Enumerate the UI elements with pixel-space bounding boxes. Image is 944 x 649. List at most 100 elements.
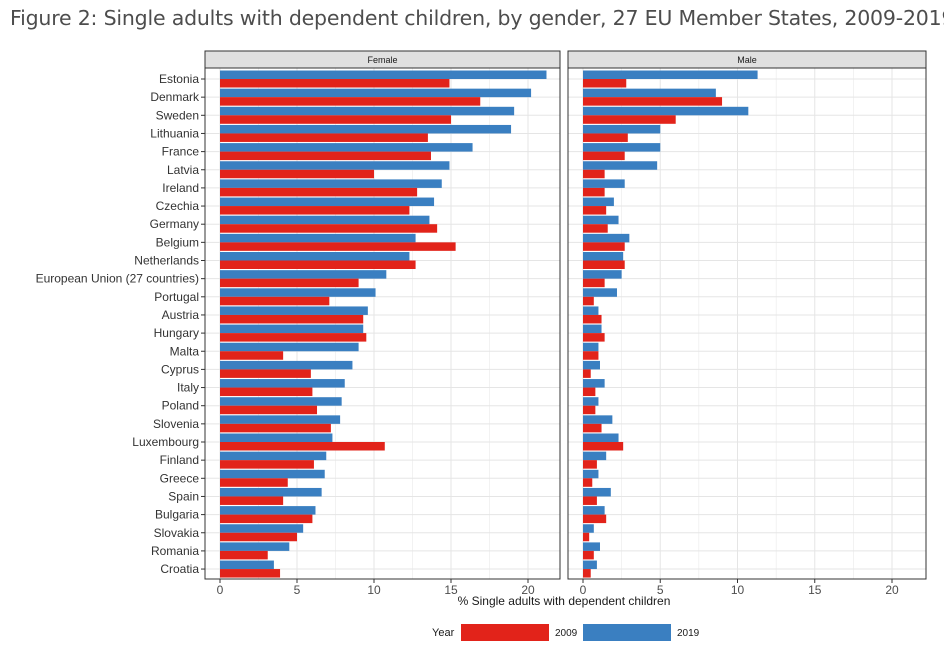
category-label-czechia: Czechia [156,199,200,213]
x-tick-label-male-10: 10 [731,583,745,597]
category-label-hungary: Hungary [154,326,199,340]
bar-2019-female-germany [220,215,430,225]
bar-2009-male-slovenia [583,423,602,433]
bar-2019-male-germany [583,215,619,225]
category-label-bulgaria: Bulgaria [155,508,199,522]
x-tick-label-male-5: 5 [657,583,664,597]
bar-2009-male-latvia [583,169,605,179]
figure-title: Figure 2: Single adults with dependent c… [10,6,944,30]
bar-2009-male-poland [583,405,596,415]
x-tick-label-female-0: 0 [217,583,224,597]
legend-swatch-2009 [461,624,549,641]
panel-border-female [204,67,561,580]
bar-2009-female-netherlands [220,260,416,269]
bar-2019-male-czechia [583,197,614,207]
bar-2009-male-austria [583,314,602,324]
bar-2009-female-hungary [220,333,367,342]
bar-2019-female-malta [220,342,359,352]
bar-2009-male-european-union-27-countries [583,278,605,288]
bar-2019-male-france [583,143,661,152]
bar-2009-male-cyprus [583,369,591,378]
bar-2019-female-croatia [220,560,274,570]
bar-2009-male-bulgaria [583,514,607,524]
category-label-luxembourg: Luxembourg [132,435,199,449]
legend-label-2009: 2009 [555,628,578,639]
category-label-poland: Poland [162,399,199,413]
bar-2019-male-latvia [583,161,658,170]
bar-2009-male-sweden [583,115,676,124]
bar-2019-male-cyprus [583,360,600,370]
x-tick-label-male-15: 15 [808,583,822,597]
x-tick-label-female-10: 10 [367,583,381,597]
category-label-slovenia: Slovenia [153,417,199,431]
bar-2009-male-luxembourg [583,442,624,451]
category-label-cyprus: Cyprus [161,362,199,376]
bar-2009-female-cyprus [220,369,311,378]
bar-2009-male-lithuania [583,133,628,142]
bar-2009-female-malta [220,351,284,360]
bar-2009-male-czechia [583,206,607,215]
bar-2009-female-poland [220,405,318,415]
bar-2019-male-luxembourg [583,433,619,442]
bar-2019-male-portugal [583,288,617,297]
bar-2019-female-hungary [220,324,364,334]
bar-2009-male-romania [583,550,594,560]
bar-2019-male-bulgaria [583,506,605,515]
x-tick-label-female-15: 15 [444,583,458,597]
category-label-malta: Malta [170,344,200,358]
category-label-slovakia: Slovakia [154,526,200,540]
bar-2009-female-italy [220,387,313,397]
category-label-belgium: Belgium [156,235,199,249]
bar-2019-male-italy [583,379,605,388]
bar-2009-female-slovakia [220,532,297,542]
bar-2019-male-croatia [583,560,597,570]
bar-2009-male-germany [583,224,608,233]
bar-2009-male-hungary [583,333,605,342]
bar-2019-female-ireland [220,179,442,188]
bar-2009-female-european-union-27-countries [220,278,359,288]
bar-2019-female-netherlands [220,252,410,261]
bar-2009-female-bulgaria [220,514,313,524]
bar-2009-male-greece [583,478,593,487]
bar-2009-female-sweden [220,115,451,124]
bar-2019-female-finland [220,451,327,461]
bar-2019-male-spain [583,487,611,497]
x-axis-title: % Single adults with dependent children [458,594,671,608]
bar-2019-female-belgium [220,233,416,243]
legend-title: Year [432,627,455,639]
bar-2019-male-malta [583,342,599,352]
bar-2019-female-greece [220,469,325,479]
bar-2009-female-portugal [220,296,330,306]
bar-2009-male-belgium [583,242,625,251]
category-label-france: France [162,145,200,159]
bar-2009-male-netherlands [583,260,625,269]
bar-2009-male-ireland [583,187,605,197]
bar-2009-female-slovenia [220,423,331,433]
bar-2019-male-austria [583,306,599,315]
category-label-italy: Italy [177,381,199,395]
bar-2009-female-germany [220,224,438,233]
legend-label-2019: 2019 [677,628,700,639]
bar-2019-female-luxembourg [220,433,333,442]
bar-2019-female-italy [220,379,345,388]
bar-2009-female-romania [220,550,268,560]
bar-2019-female-slovakia [220,524,304,533]
x-tick-label-male-20: 20 [885,583,899,597]
bar-2019-male-romania [583,542,600,551]
category-label-estonia: Estonia [159,72,199,86]
bar-2019-female-cyprus [220,360,353,370]
bar-2009-female-finland [220,460,314,469]
category-label-greece: Greece [160,471,200,485]
bar-2009-male-malta [583,351,599,360]
bar-2009-female-lithuania [220,133,428,142]
bar-2019-male-lithuania [583,124,661,134]
bar-2009-male-estonia [583,79,627,88]
category-label-latvia: Latvia [167,163,199,177]
bar-2019-male-sweden [583,106,749,116]
bar-2019-male-greece [583,469,599,479]
facet-label-male: Male [737,55,757,65]
bar-2019-female-czechia [220,197,435,207]
bar-2019-female-romania [220,542,290,551]
bar-2019-female-spain [220,487,322,497]
bar-2019-female-denmark [220,88,532,98]
